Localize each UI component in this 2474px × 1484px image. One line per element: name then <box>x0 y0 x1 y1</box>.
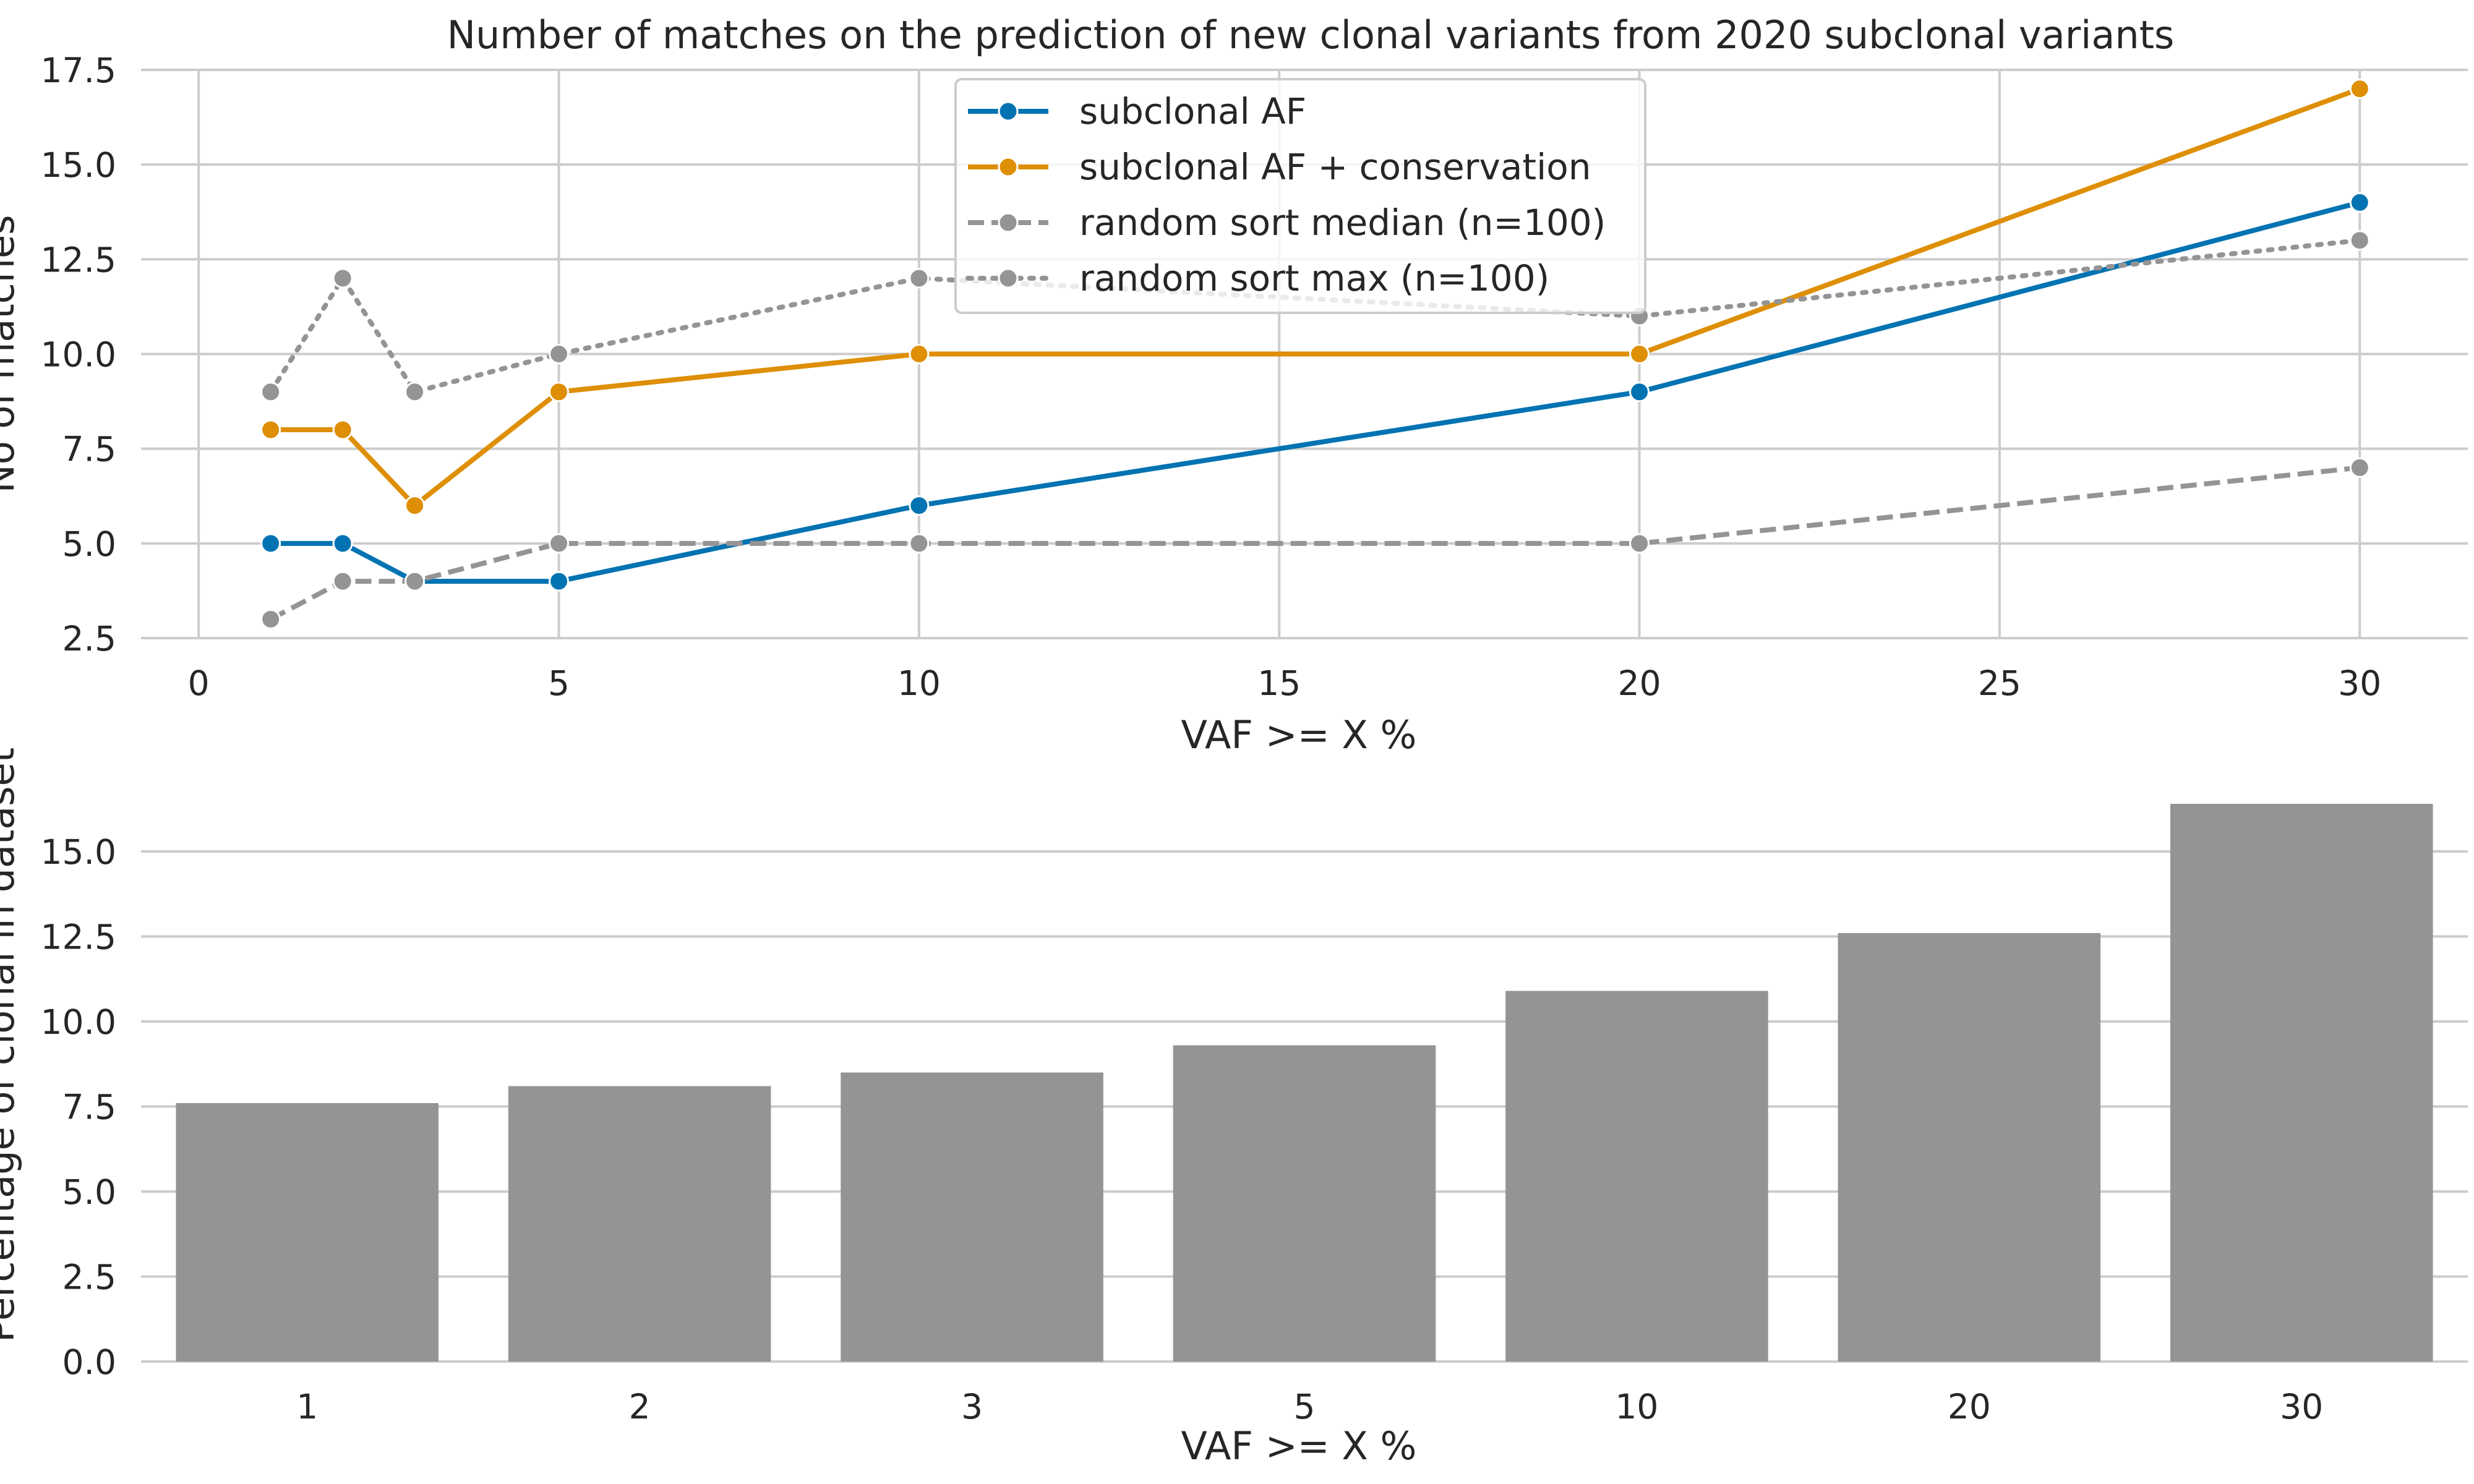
y-tick-label: 7.5 <box>62 430 116 469</box>
x-tick-label: 25 <box>1978 663 2021 703</box>
y-axis-label: Percentage of clonal in dataset <box>0 748 23 1342</box>
x-tick-label: 30 <box>2338 663 2381 703</box>
data-point <box>1629 344 1650 364</box>
x-tick-label: 5 <box>548 663 570 703</box>
y-tick-label: 2.5 <box>62 619 116 659</box>
y-tick-label: 10.0 <box>41 1002 116 1042</box>
line-chart: 0 5 10 15 20 25 30 2.5 5.0 7.5 10.0 12.5 15.0 17.5 Num… <box>0 12 2468 757</box>
y-tick-label: 12.5 <box>41 240 116 279</box>
data-point <box>549 533 570 554</box>
data-point <box>1629 533 1650 554</box>
data-point <box>332 571 353 592</box>
legend-label: subclonal AF + conservation <box>1079 146 1591 188</box>
bar <box>1505 991 1768 1362</box>
data-point <box>332 419 353 440</box>
data-point <box>260 382 281 403</box>
x-tick-label: 10 <box>1615 1387 1658 1426</box>
data-point <box>260 419 281 440</box>
y-tick-label: 0.0 <box>62 1342 116 1382</box>
data-point <box>909 344 930 364</box>
data-point <box>260 608 281 629</box>
data-point <box>549 571 570 592</box>
x-tick-label: 30 <box>2280 1387 2323 1426</box>
legend-marker <box>998 212 1019 233</box>
data-point <box>260 533 281 554</box>
data-point <box>404 382 426 403</box>
y-tick-label: 12.5 <box>41 918 116 957</box>
legend-box <box>954 78 1646 314</box>
x-tick-label: 2 <box>629 1387 651 1426</box>
data-point <box>2349 230 2370 251</box>
x-tick-label: 1 <box>296 1387 318 1426</box>
legend-label: random sort median (n=100) <box>1079 202 1606 244</box>
legend-label: random sort max (n=100) <box>1079 257 1549 299</box>
data-point <box>549 344 570 364</box>
legend: subclonal AF subclonal AF + conservation r… <box>954 78 1646 314</box>
bar-chart: 0.0 2.5 5.0 7.5 10.0 12.5 15.0 1 2 3 5 10 20 30 VAF >=… <box>0 748 2468 1469</box>
data-point <box>2349 457 2370 478</box>
y-tick-label: 2.5 <box>62 1258 116 1297</box>
data-point <box>549 382 570 403</box>
bar <box>508 1086 771 1362</box>
y-tick-label: 17.5 <box>41 51 116 90</box>
data-point <box>2349 192 2370 213</box>
data-point <box>909 533 930 554</box>
data-point <box>909 268 930 289</box>
y-axis-label: No of matches <box>0 215 23 493</box>
x-axis-label: VAF >= X % <box>1181 1423 1417 1469</box>
bar <box>176 1103 439 1362</box>
x-tick-label: 10 <box>897 663 941 703</box>
data-point <box>2349 79 2370 100</box>
legend-marker <box>998 268 1019 289</box>
x-axis-label: VAF >= X % <box>1181 712 1417 757</box>
data-point <box>404 495 426 516</box>
bar <box>841 1072 1103 1362</box>
data-point <box>909 495 930 516</box>
bar <box>2170 804 2433 1362</box>
y-tick-label: 10.0 <box>41 335 116 375</box>
legend-label: subclonal AF <box>1079 90 1306 132</box>
data-point <box>332 533 353 554</box>
y-tick-label: 5.0 <box>62 1172 116 1212</box>
y-tick-label: 7.5 <box>62 1088 116 1127</box>
x-tick-label: 3 <box>961 1387 983 1426</box>
bar <box>1173 1045 1436 1362</box>
chart-title: Number of matches on the prediction of n… <box>447 12 2175 58</box>
x-tick-label: 0 <box>188 663 210 703</box>
data-point <box>404 571 426 592</box>
data-point <box>1629 382 1650 403</box>
y-tick-label: 15.0 <box>41 145 116 185</box>
x-tick-label: 5 <box>1294 1387 1316 1426</box>
bar <box>1838 933 2101 1362</box>
y-tick-label: 15.0 <box>41 832 116 872</box>
x-tick-label: 20 <box>1948 1387 1991 1426</box>
y-tick-label: 5.0 <box>62 524 116 564</box>
legend-marker <box>998 101 1019 122</box>
x-tick-label: 20 <box>1618 663 1661 703</box>
data-point <box>332 268 353 289</box>
legend-marker <box>998 156 1019 177</box>
x-tick-label: 15 <box>1257 663 1301 703</box>
